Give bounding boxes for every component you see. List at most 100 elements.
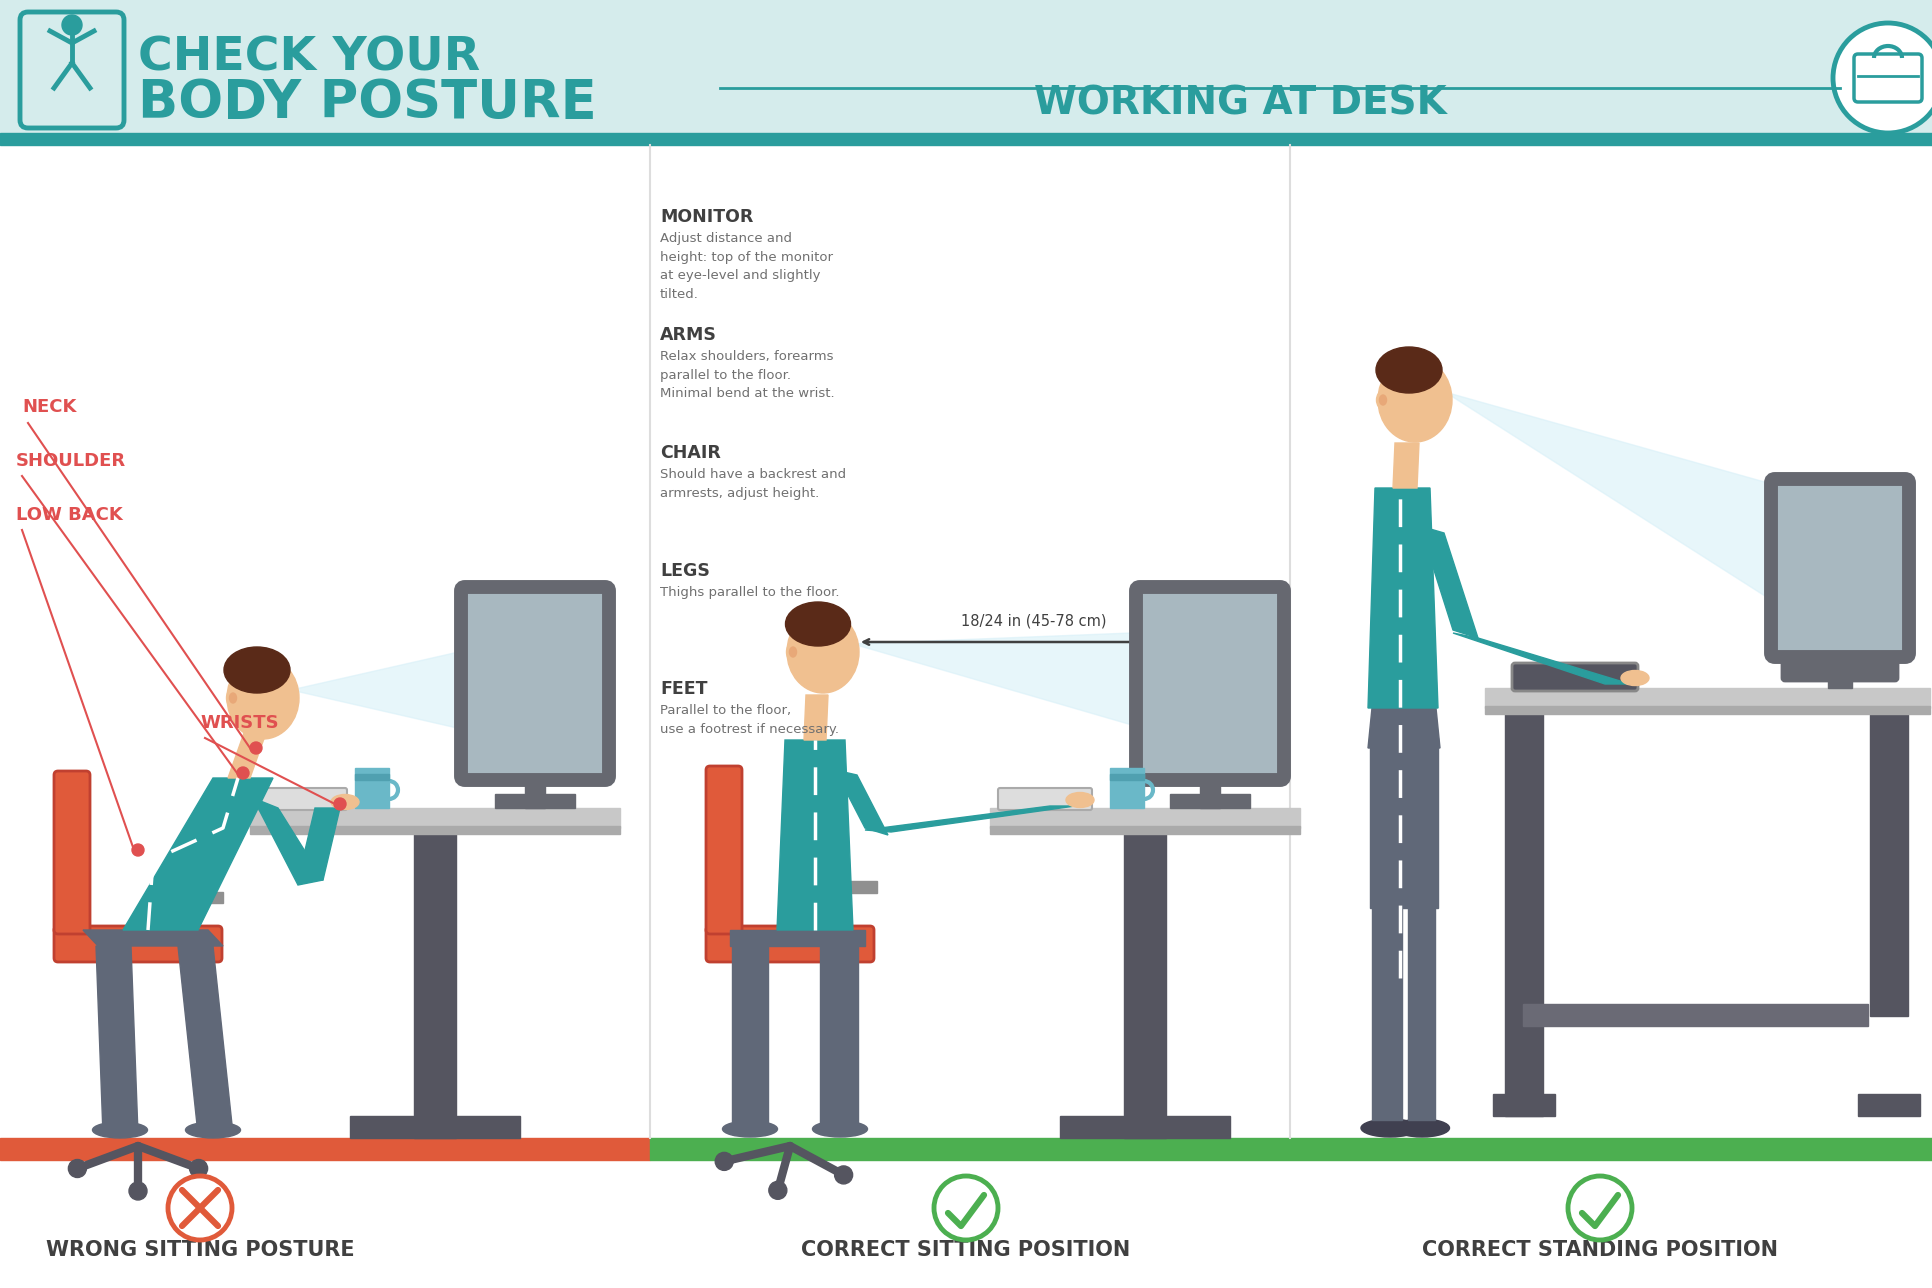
Ellipse shape (330, 795, 359, 809)
Ellipse shape (811, 1121, 867, 1137)
Circle shape (189, 1159, 207, 1177)
Polygon shape (804, 696, 827, 741)
Text: Should have a backrest and
armrests, adjust height.: Should have a backrest and armrests, adj… (659, 468, 846, 500)
Ellipse shape (1621, 671, 1648, 685)
Text: FEET: FEET (659, 680, 707, 698)
Text: CORRECT SITTING POSITION: CORRECT SITTING POSITION (802, 1240, 1130, 1260)
Bar (350, 1115, 520, 1139)
Bar (495, 793, 574, 808)
Polygon shape (819, 945, 858, 1133)
Bar (413, 828, 456, 1139)
Bar (1200, 775, 1219, 808)
Circle shape (131, 844, 143, 857)
Polygon shape (1368, 488, 1437, 708)
Bar (526, 775, 545, 808)
Polygon shape (777, 741, 852, 930)
FancyBboxPatch shape (54, 772, 91, 934)
Bar (1828, 653, 1851, 688)
FancyBboxPatch shape (997, 788, 1092, 810)
Text: CHAIR: CHAIR (659, 444, 721, 462)
Text: 18/24 in (45-78 cm): 18/24 in (45-78 cm) (960, 613, 1107, 629)
Polygon shape (732, 945, 767, 1133)
Polygon shape (83, 930, 222, 945)
Ellipse shape (224, 647, 290, 693)
Bar (1484, 688, 1928, 708)
Polygon shape (253, 799, 323, 885)
Polygon shape (298, 808, 340, 880)
Polygon shape (1420, 526, 1478, 638)
Text: ARMS: ARMS (659, 326, 717, 344)
Bar (0, 133, 1932, 146)
Ellipse shape (1065, 792, 1094, 808)
Bar (1484, 706, 1928, 714)
Circle shape (835, 1166, 852, 1184)
FancyBboxPatch shape (1770, 479, 1909, 657)
Bar (249, 808, 620, 828)
Bar (0, 1139, 649, 1160)
Text: CORRECT STANDING POSITION: CORRECT STANDING POSITION (1422, 1240, 1777, 1260)
Bar (1109, 774, 1144, 781)
Bar (1492, 1094, 1553, 1115)
Ellipse shape (1393, 1119, 1449, 1137)
Ellipse shape (1378, 358, 1451, 442)
Text: LEGS: LEGS (659, 562, 709, 580)
Text: MONITOR: MONITOR (659, 207, 753, 225)
FancyBboxPatch shape (1136, 587, 1283, 781)
Bar (184, 893, 222, 903)
FancyBboxPatch shape (460, 587, 609, 781)
Circle shape (715, 1153, 732, 1171)
Circle shape (1832, 23, 1932, 133)
Text: NECK: NECK (21, 398, 77, 416)
Text: LOW BACK: LOW BACK (15, 506, 124, 524)
Ellipse shape (1379, 395, 1385, 404)
Polygon shape (1453, 632, 1629, 684)
Bar (649, 1139, 1932, 1160)
Text: BODY POSTURE: BODY POSTURE (137, 77, 597, 129)
Ellipse shape (226, 689, 240, 707)
Circle shape (769, 1181, 786, 1199)
Text: WORKING AT DESK: WORKING AT DESK (1034, 84, 1445, 122)
Polygon shape (1406, 908, 1434, 1121)
Bar (989, 826, 1300, 835)
Ellipse shape (226, 657, 299, 739)
Bar (1868, 708, 1907, 1016)
Circle shape (62, 15, 81, 35)
Ellipse shape (723, 1121, 777, 1137)
Ellipse shape (1360, 1119, 1418, 1137)
Text: WRONG SITTING POSTURE: WRONG SITTING POSTURE (46, 1240, 354, 1260)
Polygon shape (852, 629, 1231, 739)
Polygon shape (97, 945, 137, 1133)
Text: WRISTS: WRISTS (199, 714, 278, 732)
Text: Adjust distance and
height: top of the monitor
at eye-level and slightly
tilted.: Adjust distance and height: top of the m… (659, 232, 833, 300)
Ellipse shape (1376, 392, 1389, 410)
Text: Thighs parallel to the floor.: Thighs parallel to the floor. (659, 586, 838, 599)
Circle shape (168, 1176, 232, 1240)
FancyBboxPatch shape (705, 766, 742, 934)
Ellipse shape (786, 643, 800, 661)
Circle shape (334, 799, 346, 810)
Polygon shape (730, 930, 864, 945)
Polygon shape (1445, 392, 1862, 626)
Bar (1169, 793, 1250, 808)
Text: SHOULDER: SHOULDER (15, 452, 126, 470)
Bar (1109, 768, 1144, 808)
Ellipse shape (784, 601, 850, 647)
Polygon shape (228, 733, 267, 778)
Circle shape (238, 766, 249, 779)
Text: CHECK YOUR: CHECK YOUR (137, 36, 479, 81)
Bar (249, 826, 620, 835)
Bar (1059, 1115, 1229, 1139)
Text: Relax shoulders, forearms
parallel to the floor.
Minimal bend at the wrist.: Relax shoulders, forearms parallel to th… (659, 350, 835, 401)
Polygon shape (835, 770, 887, 835)
Ellipse shape (786, 611, 858, 693)
FancyBboxPatch shape (1853, 54, 1920, 102)
Polygon shape (1370, 738, 1437, 908)
Polygon shape (292, 629, 560, 739)
Bar (355, 768, 388, 808)
Ellipse shape (185, 1122, 240, 1139)
Circle shape (249, 742, 263, 753)
Bar (0, 0, 1932, 133)
Circle shape (933, 1176, 997, 1240)
Circle shape (129, 1182, 147, 1200)
FancyBboxPatch shape (1511, 663, 1636, 690)
